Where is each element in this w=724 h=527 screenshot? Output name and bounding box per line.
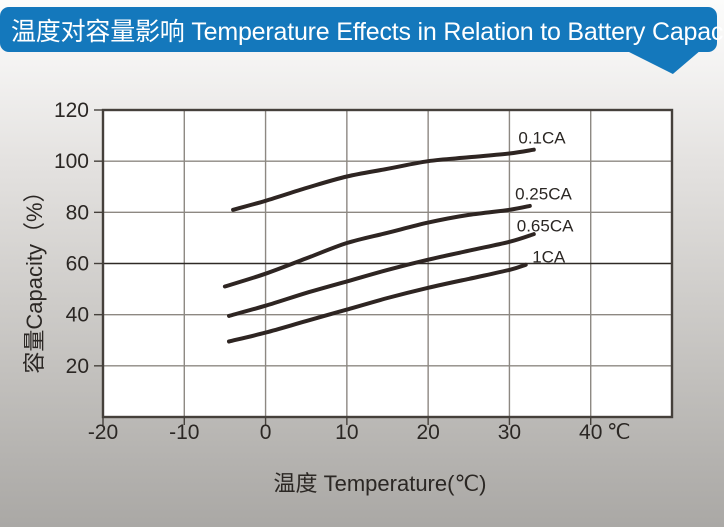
curve-0.1CA [231,147,536,212]
curve-0.65CA [227,232,536,318]
axis-ticks [94,109,592,425]
gridlines [103,110,672,417]
y-tick-labels: 20 40 60 80 100 120 [54,99,89,378]
series-labels: 0.1CA 0.25CA 0.65CA 1CA [515,128,574,266]
banner-title: 温度对容量影响 Temperature Effects in Relation … [11,17,724,46]
x-tick-label: -20 [88,421,118,444]
x-axis-title: 温度 Temperature(℃) [274,471,487,496]
y-tick-label: 40 [66,304,89,327]
series-label-0.25CA: 0.25CA [515,185,572,204]
x-tick-label: 40 [579,421,602,444]
x-tick-label: 10 [335,421,358,444]
x-tick-label: 20 [416,421,439,444]
x-tick-labels: -20 -10 0 10 20 30 40 [88,421,603,444]
y-tick-label: 20 [66,355,89,378]
curve-0.25CA [222,203,532,289]
series-label-0.1CA: 0.1CA [518,128,566,147]
x-tick-label: 0 [260,421,272,444]
series-label-0.65CA: 0.65CA [517,217,574,236]
x-tick-label: -10 [169,421,199,444]
y-tick-label: 100 [54,150,89,173]
title-banner: 温度对容量影响 Temperature Effects in Relation … [0,7,724,52]
capacity-curves [222,147,536,344]
curve-1CA [227,262,528,344]
y-tick-label: 120 [54,99,89,122]
y-tick-label: 80 [66,201,89,224]
x-axis-unit: ℃ [607,421,631,444]
x-tick-label: 30 [498,421,521,444]
series-label-1CA: 1CA [532,247,566,266]
y-tick-label: 60 [66,253,89,276]
y-axis-title: 容量Capacity（%） [22,180,47,373]
